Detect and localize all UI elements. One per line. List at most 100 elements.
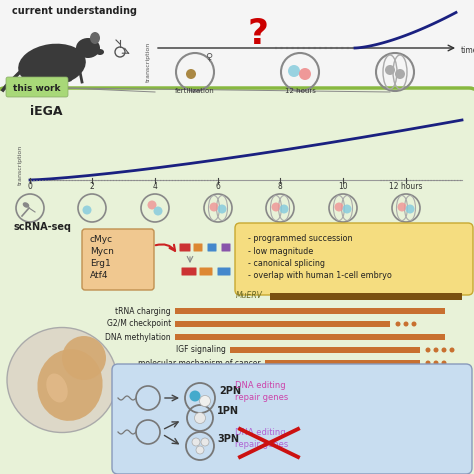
Circle shape xyxy=(62,336,106,380)
Circle shape xyxy=(335,202,344,211)
Text: 6: 6 xyxy=(216,182,220,191)
Circle shape xyxy=(426,347,430,353)
FancyBboxPatch shape xyxy=(230,347,420,353)
Text: transcription: transcription xyxy=(146,42,151,82)
FancyBboxPatch shape xyxy=(175,308,445,314)
FancyBboxPatch shape xyxy=(0,88,474,474)
Circle shape xyxy=(385,65,395,75)
Text: 2PN: 2PN xyxy=(219,386,241,396)
FancyBboxPatch shape xyxy=(182,267,197,275)
Text: G2/M checkpoint: G2/M checkpoint xyxy=(107,319,171,328)
Text: repair genes: repair genes xyxy=(235,393,288,402)
Text: scRNA-seq: scRNA-seq xyxy=(14,222,72,232)
Text: this work: this work xyxy=(13,83,61,92)
Circle shape xyxy=(147,201,156,210)
Text: molecular mechanism of cancer: molecular mechanism of cancer xyxy=(138,358,261,367)
Text: fertilization: fertilization xyxy=(175,88,215,94)
Text: tRNA charging: tRNA charging xyxy=(115,307,171,316)
Text: - canonical splicing: - canonical splicing xyxy=(248,259,325,268)
Circle shape xyxy=(434,347,438,353)
Circle shape xyxy=(186,69,196,79)
Text: Atf4: Atf4 xyxy=(90,271,109,280)
Text: 12 hours: 12 hours xyxy=(284,88,315,94)
FancyBboxPatch shape xyxy=(200,267,212,275)
Ellipse shape xyxy=(90,32,100,44)
Circle shape xyxy=(405,204,414,213)
Text: 2: 2 xyxy=(90,182,94,191)
Ellipse shape xyxy=(96,49,104,55)
FancyBboxPatch shape xyxy=(208,244,217,252)
Text: - programmed succession: - programmed succession xyxy=(248,234,353,243)
Text: Erg1: Erg1 xyxy=(90,259,111,268)
Text: Mycn: Mycn xyxy=(90,247,114,256)
Text: 12 hours: 12 hours xyxy=(389,182,423,191)
Text: - overlap with human 1-cell embryo: - overlap with human 1-cell embryo xyxy=(248,272,392,281)
Text: repair genes: repair genes xyxy=(235,440,288,449)
FancyBboxPatch shape xyxy=(180,244,191,252)
Ellipse shape xyxy=(37,349,102,421)
FancyBboxPatch shape xyxy=(265,360,420,366)
Text: 3PN: 3PN xyxy=(217,434,239,444)
Circle shape xyxy=(395,321,401,327)
Ellipse shape xyxy=(7,328,117,432)
Text: 1PN: 1PN xyxy=(217,406,239,416)
Circle shape xyxy=(395,69,405,79)
Text: 0: 0 xyxy=(27,182,32,191)
Circle shape xyxy=(154,207,163,216)
Text: MuERV: MuERV xyxy=(236,291,263,300)
Circle shape xyxy=(82,206,91,215)
Ellipse shape xyxy=(18,44,86,86)
Text: ♀: ♀ xyxy=(205,52,212,62)
Text: DNA editing: DNA editing xyxy=(235,428,286,437)
Circle shape xyxy=(398,202,407,211)
FancyBboxPatch shape xyxy=(6,77,68,97)
Text: ?: ? xyxy=(247,17,268,51)
Circle shape xyxy=(192,438,200,446)
FancyBboxPatch shape xyxy=(193,244,202,252)
Circle shape xyxy=(441,347,447,353)
Text: 8: 8 xyxy=(278,182,283,191)
Circle shape xyxy=(288,65,300,77)
FancyBboxPatch shape xyxy=(112,364,472,474)
Circle shape xyxy=(403,321,409,327)
Text: - low magnitude: - low magnitude xyxy=(248,246,313,255)
Circle shape xyxy=(210,202,219,211)
Circle shape xyxy=(218,204,227,213)
Text: 4: 4 xyxy=(153,182,157,191)
Circle shape xyxy=(194,412,206,423)
Circle shape xyxy=(343,204,352,213)
Circle shape xyxy=(411,321,417,327)
Circle shape xyxy=(426,361,430,365)
Text: cMyc: cMyc xyxy=(90,235,113,244)
FancyBboxPatch shape xyxy=(175,334,445,340)
Text: 10: 10 xyxy=(338,182,348,191)
Ellipse shape xyxy=(46,374,68,402)
Circle shape xyxy=(272,202,281,211)
FancyBboxPatch shape xyxy=(221,244,230,252)
Text: transcription: transcription xyxy=(18,145,22,185)
Text: current understanding: current understanding xyxy=(12,6,137,16)
FancyBboxPatch shape xyxy=(218,267,230,275)
Text: IGF signaling: IGF signaling xyxy=(176,346,226,355)
Ellipse shape xyxy=(23,202,29,208)
Text: DNA methylation: DNA methylation xyxy=(105,332,171,341)
Circle shape xyxy=(434,361,438,365)
FancyBboxPatch shape xyxy=(305,373,445,379)
Circle shape xyxy=(200,395,210,407)
Text: G1/S checkpoint: G1/S checkpoint xyxy=(238,372,301,381)
Text: time: time xyxy=(461,46,474,55)
Circle shape xyxy=(449,347,455,353)
FancyBboxPatch shape xyxy=(82,229,154,290)
Circle shape xyxy=(299,68,311,80)
FancyBboxPatch shape xyxy=(235,223,473,295)
Circle shape xyxy=(280,204,289,213)
FancyBboxPatch shape xyxy=(175,321,390,327)
Circle shape xyxy=(201,438,209,446)
FancyBboxPatch shape xyxy=(270,293,462,300)
Text: DNA editing: DNA editing xyxy=(235,381,286,390)
Ellipse shape xyxy=(76,38,100,58)
Text: iEGA: iEGA xyxy=(30,105,63,118)
Circle shape xyxy=(441,361,447,365)
Circle shape xyxy=(196,446,204,454)
Circle shape xyxy=(190,391,201,401)
